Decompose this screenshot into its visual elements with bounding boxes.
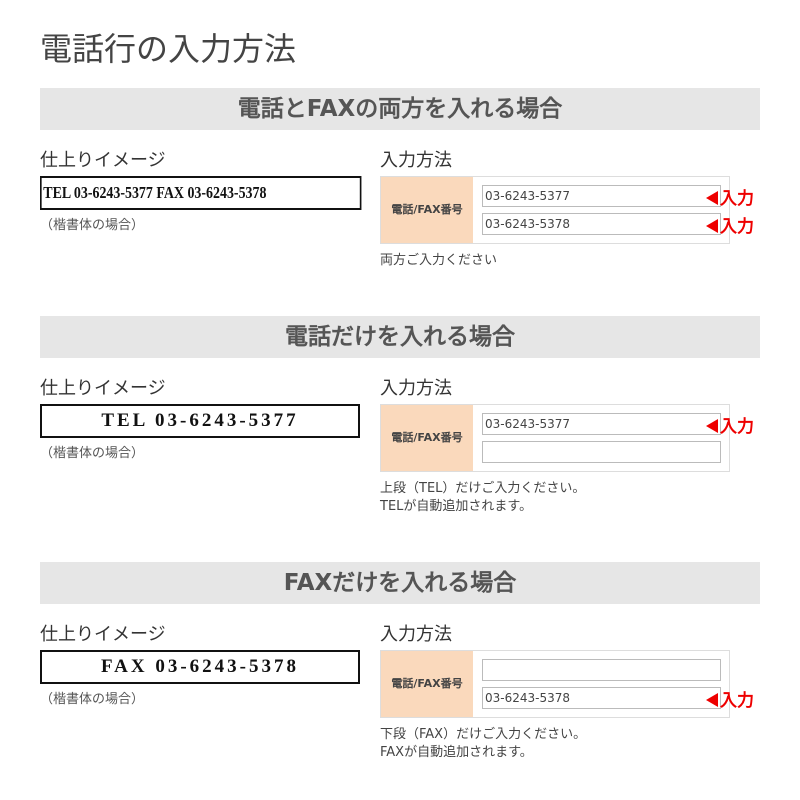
section-header: 電話だけを入れる場合 — [40, 316, 760, 358]
input-marker: 入力 — [706, 412, 754, 437]
preview-label: 仕上りイメージ — [40, 624, 166, 645]
section-header: FAXだけを入れる場合 — [40, 562, 760, 604]
preview-stamp: TEL 03-6243-5377 — [40, 404, 360, 438]
input-marker: 入力 — [706, 686, 754, 711]
preview-note: （楷書体の場合） — [40, 218, 145, 233]
marker-arrow — [706, 191, 718, 205]
section-header: 電話とFAXの両方を入れる場合 — [40, 88, 760, 130]
input-field: 03-6243-5377 — [482, 185, 721, 207]
form-note: 上段（TEL）だけご入力ください。 — [380, 481, 586, 496]
input-field: 03-6243-5378 — [482, 213, 721, 235]
input-field — [482, 441, 721, 463]
preview-note: （楷書体の場合） — [40, 446, 145, 461]
preview-label: 仕上りイメージ — [40, 378, 166, 399]
form-note: 両方ご入力ください — [380, 253, 498, 268]
marker-text: 入力 — [720, 217, 754, 237]
marker-text: 入力 — [720, 189, 754, 209]
form-box: 電話/FAX番号 03-6243-5377 — [380, 404, 730, 472]
field-label: 電話/FAX番号 — [381, 405, 473, 471]
form-note: 下段（FAX）だけご入力ください。 — [380, 727, 587, 742]
marker-arrow — [706, 419, 718, 433]
page-title: 電話行の入力方法 — [40, 30, 297, 68]
preview-stamp: FAX 03-6243-5378 — [40, 650, 360, 684]
form-note: TELが自動追加されます。 — [380, 499, 533, 514]
marker-arrow — [706, 219, 718, 233]
input-marker: 入力 — [706, 212, 754, 237]
input-marker: 入力 — [706, 184, 754, 209]
field-label: 電話/FAX番号 — [381, 651, 473, 717]
field-label: 電話/FAX番号 — [381, 177, 473, 243]
section: 電話だけを入れる場合仕上りイメージ TEL 03-6243-5377 （楷書体の場合… — [0, 316, 800, 536]
input-field: 03-6243-5378 — [482, 687, 721, 709]
preview-stamp: TEL 03-6243-5377 FAX 03-6243-5378 — [40, 176, 362, 210]
marker-text: 入力 — [720, 417, 754, 437]
input-label: 入力方法 — [380, 624, 452, 645]
form-box: 電話/FAX番号 03-6243-5377 03-6243-5378 — [380, 176, 730, 244]
input-label: 入力方法 — [380, 378, 452, 399]
marker-arrow — [706, 693, 718, 707]
form-box: 電話/FAX番号 03-6243-5378 — [380, 650, 730, 718]
section: 電話とFAXの両方を入れる場合仕上りイメージ TEL 03-6243-5377 F… — [0, 88, 800, 308]
preview-label: 仕上りイメージ — [40, 150, 166, 171]
form-note: FAXが自動追加されます。 — [380, 745, 533, 760]
marker-text: 入力 — [720, 691, 754, 711]
input-label: 入力方法 — [380, 150, 452, 171]
section: FAXだけを入れる場合仕上りイメージ FAX 03-6243-5378 （楷書体の場… — [0, 562, 800, 782]
input-field — [482, 659, 721, 681]
input-field: 03-6243-5377 — [482, 413, 721, 435]
preview-note: （楷書体の場合） — [40, 692, 145, 707]
